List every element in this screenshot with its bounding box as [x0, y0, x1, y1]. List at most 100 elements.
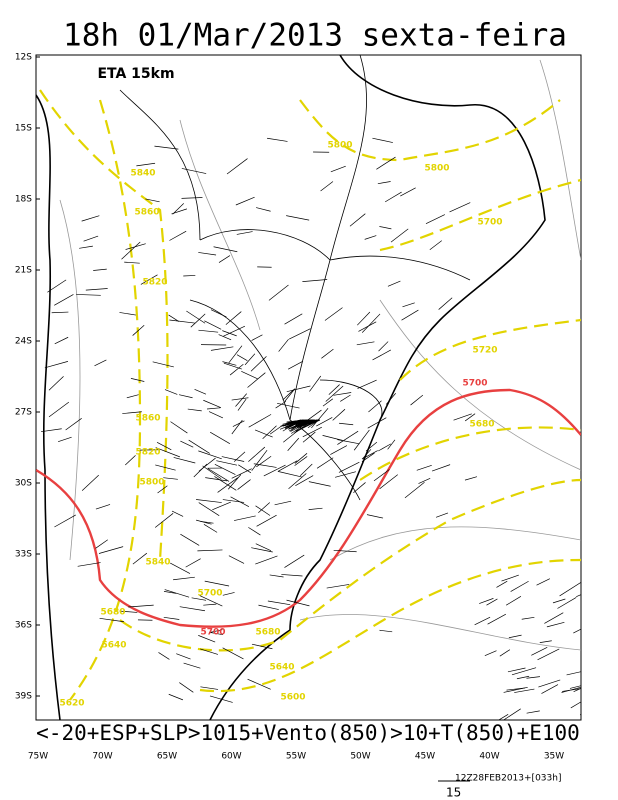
wind-vector	[309, 375, 322, 392]
lon-label: 65W	[157, 752, 177, 762]
wind-vector	[594, 581, 617, 592]
wind-vector	[487, 613, 507, 625]
wind-vector	[325, 385, 344, 402]
contour-label: 5820	[142, 278, 167, 288]
wind-vector	[330, 165, 346, 173]
contour-label: 5600	[280, 693, 305, 703]
lat-label: 12S	[15, 53, 32, 63]
wind-vector	[250, 356, 267, 372]
wind-vector	[255, 505, 271, 516]
wind-vector	[316, 417, 333, 427]
wind-vector	[157, 485, 168, 494]
wind-vector	[333, 549, 357, 553]
wind-vector	[299, 463, 313, 476]
wind-vector	[561, 688, 581, 692]
wind-vector	[145, 198, 160, 203]
wind-vector	[538, 679, 561, 688]
wind-vector	[223, 325, 246, 337]
wind-vector	[233, 451, 246, 462]
wind-vector	[510, 580, 529, 592]
wind-vector	[365, 441, 378, 452]
contour-label: 5860	[134, 208, 159, 218]
wind-vector	[200, 520, 214, 524]
wind-vector	[503, 708, 521, 720]
wind-vector	[119, 312, 136, 316]
wind-vector	[216, 460, 238, 466]
wind-vector	[285, 419, 302, 425]
wind-vector	[94, 359, 107, 367]
wind-vector	[218, 334, 232, 341]
wind-vector	[321, 348, 334, 359]
wind-vector	[196, 499, 222, 503]
wind-vector	[130, 378, 145, 382]
wind-vector	[228, 555, 245, 564]
wind-vector	[362, 449, 372, 460]
wind-vector	[384, 191, 402, 203]
highlight-contour-label: 5700	[462, 379, 487, 389]
wind-vector	[152, 361, 174, 368]
wind-vector	[378, 341, 389, 352]
coastline	[36, 55, 546, 720]
wind-vector	[361, 452, 375, 463]
wind-vector	[214, 464, 236, 475]
wind-vector	[255, 543, 272, 552]
wind-vector	[76, 294, 101, 296]
wind-vector	[302, 426, 322, 438]
contour-label: 5700	[197, 589, 222, 599]
lon-label: 55W	[286, 752, 306, 762]
wind-vector	[232, 420, 245, 427]
wind-vector	[385, 393, 396, 405]
wind-vector	[308, 481, 331, 487]
wind-vector	[330, 445, 348, 455]
wind-vector	[164, 389, 178, 395]
wind-vector	[349, 213, 366, 227]
wind-vector	[274, 500, 292, 506]
wind-vector	[302, 279, 328, 283]
lat-label: 24S	[15, 337, 32, 347]
wind-vector	[267, 137, 288, 142]
wind-vector	[604, 689, 616, 696]
wind-vector	[322, 398, 334, 407]
wind-vector	[340, 394, 351, 402]
labels: 12S 15S 18S 21S 24S 27S 30S 33S 36S 39S 75W 70W 65W 6…	[15, 53, 564, 762]
wind-vector	[235, 393, 247, 407]
wind-vector	[206, 407, 221, 410]
wind-vector	[126, 394, 139, 399]
wind-vector	[169, 319, 195, 324]
wind-vector	[77, 562, 101, 567]
wind-vector	[168, 314, 180, 322]
wind-vector	[209, 431, 231, 445]
contour-label: 5840	[145, 558, 170, 568]
wind-vector	[255, 555, 278, 565]
wind-vector	[54, 514, 76, 528]
lat-label: 18S	[15, 195, 32, 205]
wind-vector	[289, 328, 311, 340]
wind-vector	[269, 574, 284, 578]
wind-vector	[236, 231, 253, 235]
lat-label: 36S	[15, 621, 32, 631]
run-label: 12Z28FEB2013+[033h]	[455, 774, 561, 784]
lon-label: 40W	[479, 752, 499, 762]
wind-vector	[169, 230, 187, 241]
wind-vector	[198, 252, 217, 256]
wind-vector	[283, 430, 299, 443]
wind-vector	[379, 474, 398, 490]
wind-vector	[187, 408, 202, 412]
wind-vector	[198, 329, 219, 333]
wind-vector	[576, 594, 581, 597]
wind-vector	[269, 424, 284, 435]
wind-vector	[93, 268, 107, 271]
lon-label: 45W	[415, 752, 435, 762]
wind-vector	[531, 647, 548, 656]
wind-vector	[156, 441, 172, 451]
wind-vector	[122, 411, 142, 414]
wind-vector	[125, 243, 146, 250]
wind-vector	[544, 612, 564, 624]
wind-vector	[566, 671, 581, 676]
wind-vector	[464, 413, 476, 422]
wind-vector	[401, 309, 419, 321]
wind-vector	[231, 468, 252, 479]
wind-vector	[353, 482, 366, 494]
wind-vector	[48, 376, 64, 391]
